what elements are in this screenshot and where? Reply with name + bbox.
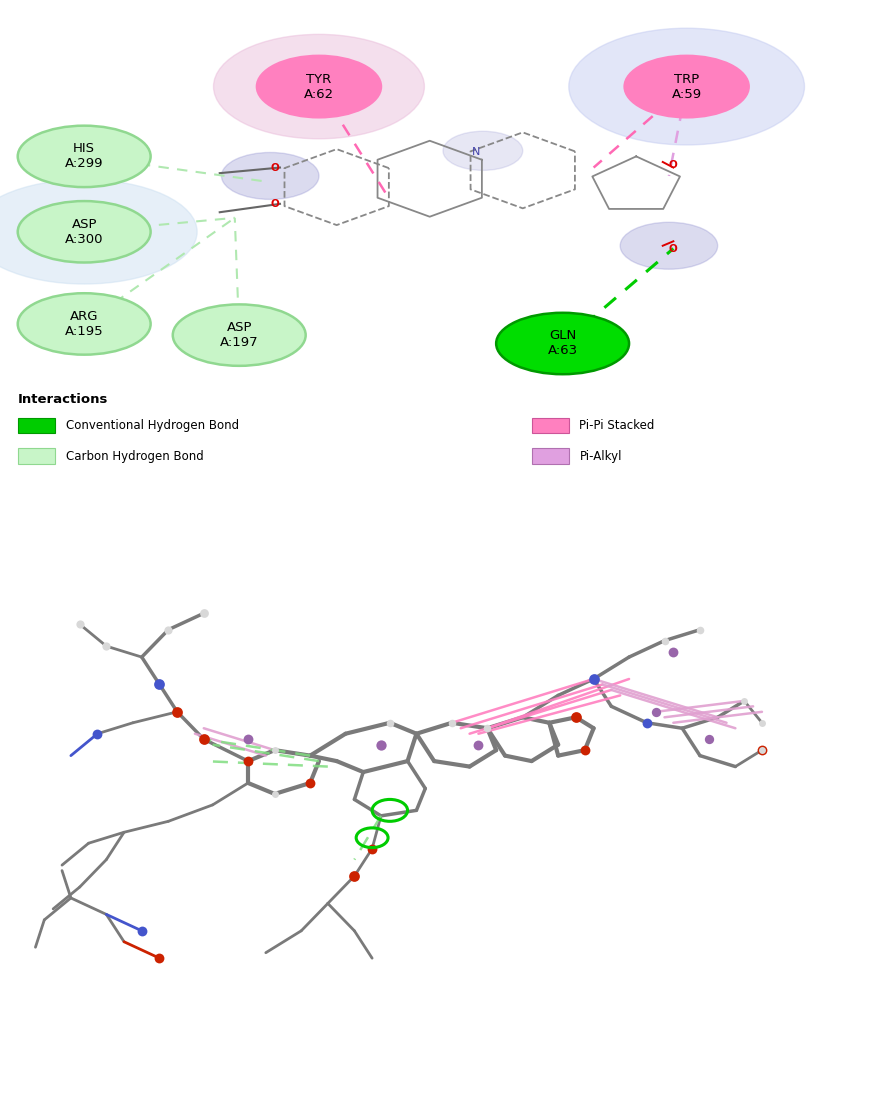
Point <box>241 752 255 770</box>
Point <box>365 839 379 857</box>
Text: GLN
A:63: GLN A:63 <box>548 330 578 357</box>
Point <box>347 867 361 885</box>
Text: Carbon Hydrogen Bond: Carbon Hydrogen Bond <box>66 450 203 462</box>
Text: O: O <box>669 243 678 253</box>
Text: TRP
A:59: TRP A:59 <box>672 73 702 101</box>
Point <box>374 735 388 753</box>
Ellipse shape <box>257 56 381 117</box>
Point <box>135 922 149 940</box>
Text: Conventional Hydrogen Bond: Conventional Hydrogen Bond <box>66 419 238 432</box>
Text: Pi-Pi Stacked: Pi-Pi Stacked <box>579 419 655 432</box>
Text: O: O <box>270 163 279 173</box>
Point <box>657 632 672 649</box>
Ellipse shape <box>620 222 718 269</box>
Point <box>99 637 113 655</box>
Ellipse shape <box>625 56 749 117</box>
Point <box>197 604 211 622</box>
Point <box>268 741 282 759</box>
Text: O: O <box>270 199 279 209</box>
Text: N: N <box>471 147 480 157</box>
Ellipse shape <box>214 34 424 138</box>
Point <box>303 774 317 792</box>
Point <box>737 692 751 710</box>
Point <box>755 714 769 732</box>
Ellipse shape <box>18 126 151 187</box>
Point <box>241 730 255 748</box>
Point <box>152 676 167 693</box>
Point <box>268 785 282 803</box>
Text: ARG
A:195: ARG A:195 <box>65 310 104 338</box>
Text: HIS
A:299: HIS A:299 <box>65 143 104 170</box>
Point <box>755 741 769 759</box>
Point <box>383 714 397 732</box>
Point <box>578 741 592 759</box>
Ellipse shape <box>18 293 151 355</box>
Ellipse shape <box>496 313 629 374</box>
FancyBboxPatch shape <box>532 449 569 465</box>
Point <box>666 643 680 660</box>
Point <box>90 724 105 742</box>
Point <box>587 670 601 688</box>
FancyBboxPatch shape <box>18 449 55 465</box>
Point <box>569 709 583 727</box>
Point <box>480 719 494 737</box>
Text: O: O <box>669 159 678 169</box>
Ellipse shape <box>18 201 151 262</box>
Text: ASP
A:300: ASP A:300 <box>65 218 104 246</box>
Point <box>73 615 87 633</box>
Point <box>170 703 184 721</box>
Ellipse shape <box>443 132 523 170</box>
Ellipse shape <box>569 29 804 145</box>
Point <box>152 949 167 967</box>
FancyBboxPatch shape <box>532 418 569 434</box>
Point <box>445 714 459 732</box>
Point <box>693 620 707 638</box>
Point <box>640 714 654 732</box>
Ellipse shape <box>0 179 197 284</box>
Text: Pi-Alkyl: Pi-Alkyl <box>579 450 622 462</box>
Point <box>161 620 175 638</box>
Point <box>197 730 211 748</box>
Point <box>755 741 769 759</box>
Text: ASP
A:197: ASP A:197 <box>220 321 259 349</box>
Point <box>649 703 663 721</box>
Point <box>702 730 716 748</box>
FancyBboxPatch shape <box>18 418 55 434</box>
Text: TYR
A:62: TYR A:62 <box>304 73 334 101</box>
Ellipse shape <box>173 304 306 366</box>
Text: Interactions: Interactions <box>18 394 108 406</box>
Point <box>471 735 486 753</box>
Ellipse shape <box>222 153 319 199</box>
